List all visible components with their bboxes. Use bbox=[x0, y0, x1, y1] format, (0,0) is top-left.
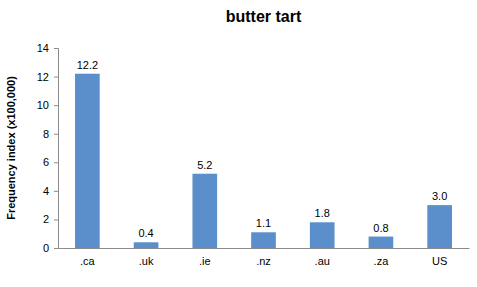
tick: 4 bbox=[43, 185, 58, 197]
tick-mark bbox=[54, 219, 58, 220]
tick-label: 4 bbox=[43, 185, 49, 197]
tick: .nz bbox=[256, 255, 271, 267]
data-label: 1.1 bbox=[256, 217, 271, 229]
bar bbox=[427, 205, 452, 248]
tick: .ca bbox=[80, 255, 96, 267]
tick: 14 bbox=[37, 42, 58, 54]
data-label: 12.2 bbox=[77, 59, 98, 71]
tick: US bbox=[432, 255, 447, 267]
chart: butter tart Frequency index (x100,000) 0 2 4… bbox=[0, 0, 477, 287]
axis-line bbox=[59, 248, 470, 249]
bar bbox=[310, 222, 335, 248]
data-label: 0.4 bbox=[138, 227, 153, 239]
bars bbox=[75, 74, 452, 248]
tick-mark bbox=[54, 248, 58, 249]
tick: .uk bbox=[139, 255, 154, 267]
tick: 12 bbox=[37, 71, 58, 83]
tick: 10 bbox=[37, 99, 58, 111]
axis-line bbox=[54, 49, 59, 249]
tick-label: 2 bbox=[43, 213, 49, 225]
tick-mark bbox=[54, 134, 58, 135]
y-axis: 0 2 4 6 8 10 12 14 bbox=[37, 42, 59, 254]
tick: .za bbox=[374, 255, 390, 267]
tick-label: .za bbox=[374, 255, 390, 267]
data-labels: 12.2 0.4 5.2 1.1 1.8 0.8 3.0 bbox=[77, 59, 448, 240]
bar bbox=[369, 237, 394, 248]
x-axis: .ca .uk .ie .nz .au .za US bbox=[59, 249, 470, 267]
bar bbox=[251, 232, 276, 248]
bar bbox=[75, 74, 100, 248]
tick-label: .au bbox=[315, 255, 330, 267]
tick-label: 6 bbox=[43, 156, 49, 168]
tick: .au bbox=[315, 255, 330, 267]
tick: 6 bbox=[43, 156, 58, 168]
tick-mark bbox=[54, 105, 58, 106]
bar bbox=[192, 174, 217, 248]
data-label: 3.0 bbox=[432, 190, 447, 202]
tick-label: .ie bbox=[199, 255, 211, 267]
tick-label: 0 bbox=[43, 242, 49, 254]
tick-mark bbox=[54, 191, 58, 192]
tick-label: 8 bbox=[43, 128, 49, 140]
tick: 8 bbox=[43, 128, 58, 140]
tick-label: .nz bbox=[256, 255, 271, 267]
tick-label: 14 bbox=[37, 42, 49, 54]
tick-mark bbox=[54, 48, 58, 49]
tick-mark bbox=[54, 162, 58, 163]
axis-title: Frequency index (x100,000) bbox=[5, 76, 17, 220]
tick: 2 bbox=[43, 213, 58, 225]
tick-label: .ca bbox=[80, 255, 96, 267]
tick: 0 bbox=[43, 242, 58, 254]
tick-label: 10 bbox=[37, 99, 49, 111]
data-label: 5.2 bbox=[197, 159, 212, 171]
tick-label: US bbox=[432, 255, 447, 267]
tick-mark bbox=[54, 77, 58, 78]
tick-label: 12 bbox=[37, 71, 49, 83]
data-label: 0.8 bbox=[373, 222, 388, 234]
bar bbox=[134, 242, 159, 248]
tick: .ie bbox=[199, 255, 211, 267]
data-label: 1.8 bbox=[315, 207, 330, 219]
tick-label: .uk bbox=[139, 255, 154, 267]
title: butter tart bbox=[226, 8, 302, 25]
